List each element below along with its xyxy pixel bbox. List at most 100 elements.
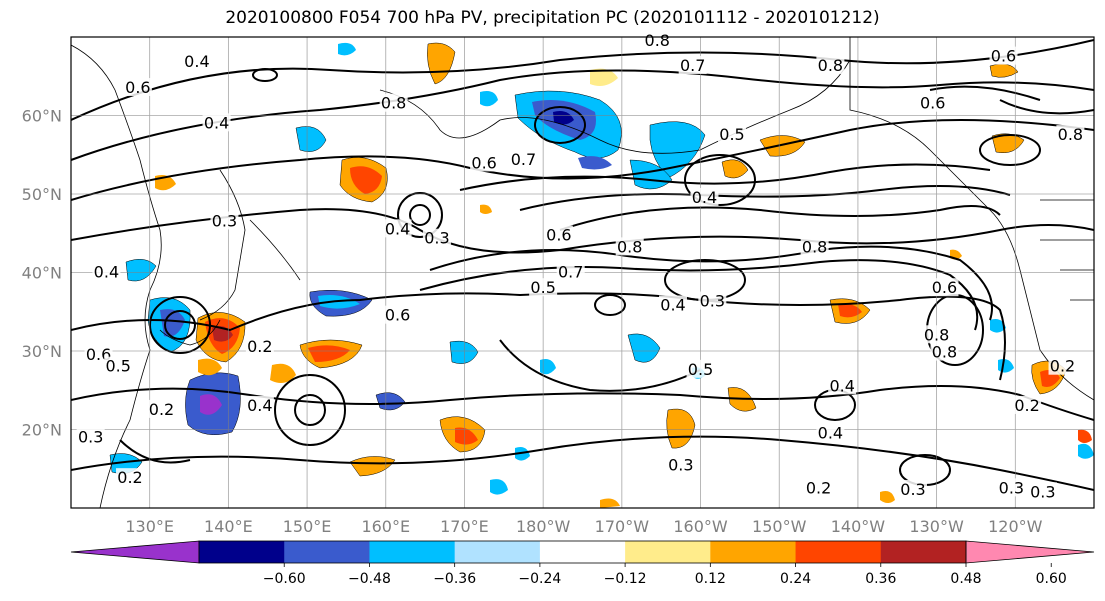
contour-label-bg: [245, 395, 274, 414]
lon-tick-label: 130°E: [125, 517, 174, 536]
contour-label-bg: [422, 228, 451, 247]
contour-label-bg: [182, 52, 211, 71]
contour-label: 0.6: [920, 94, 945, 113]
contour-label: 0.8: [924, 325, 949, 344]
contour-label: 0.8: [1058, 125, 1083, 144]
colorbar-swatch: [454, 541, 541, 563]
contour-label: 0.3: [212, 211, 237, 230]
map-title: 2020100800 F054 700 hPa PV, precipitatio…: [225, 8, 880, 28]
contour-label: 0.8: [818, 56, 843, 75]
contour-label: 0.5: [530, 278, 555, 297]
contour-label: 0.7: [680, 56, 705, 75]
colorbar-extend-low: [70, 540, 200, 564]
contour-label-bg: [202, 113, 231, 132]
contour-label: 0.6: [932, 278, 957, 297]
contour-label: 0.2: [1050, 357, 1075, 376]
contour-label-bg: [529, 278, 558, 297]
contour-label-bg: [678, 56, 707, 75]
colorbar-tick-label: −0.12: [604, 571, 647, 587]
contour-label-bg: [470, 153, 499, 172]
colorbar-tick-label: 0.36: [865, 571, 896, 587]
contour-label: 0.4: [660, 295, 685, 314]
contour-label: 0.5: [688, 360, 713, 379]
contour-label-bg: [918, 93, 947, 112]
lat-tick-label: 60°N: [22, 107, 62, 126]
contour-label-bg: [899, 479, 928, 498]
contour-label-bg: [718, 125, 747, 144]
contour-label-bg: [379, 93, 408, 112]
contour-label-bg: [76, 427, 105, 446]
lat-tick-label: 30°N: [22, 342, 62, 361]
contour-label-bg: [690, 187, 719, 206]
contour-label-bg: [383, 219, 412, 238]
contour-label-bg: [116, 468, 145, 487]
contour-label-bg: [666, 455, 695, 474]
contour-label: 0.2: [806, 478, 831, 497]
contour-label: 0.6: [546, 226, 571, 245]
colorbar-tick-label: −0.24: [518, 571, 561, 587]
contour-label-bg: [816, 56, 845, 75]
contour-label: 0.6: [385, 306, 410, 325]
contour-label: 0.3: [700, 292, 725, 311]
longitude-tick-labels: 130°E 140°E 150°E 160°E 170°E 180°W 170°W 160°W…: [125, 517, 1042, 536]
contour-label-bg: [245, 337, 274, 356]
contour-label-bg: [147, 399, 176, 418]
contour-label: 0.7: [558, 263, 583, 282]
contour-label-bg: [615, 237, 644, 256]
contour-label-bg: [1048, 356, 1077, 375]
contour-label: 0.8: [802, 237, 827, 256]
contour-label: 0.2: [149, 400, 174, 419]
contour-labels: 0.80.4 0.7 0.8 0.60.60.8 0.60.40.5 0.80.6 0.70…: [76, 30, 1085, 501]
contour-label-bg: [92, 262, 121, 281]
lat-tick-label: 40°N: [22, 264, 62, 283]
contour-label: 0.4: [204, 113, 229, 132]
contour-label: 0.3: [999, 478, 1024, 497]
contour-label: 0.8: [381, 94, 406, 113]
colorbar-swatch: [539, 541, 626, 563]
contour-label: 0.4: [818, 423, 843, 442]
lat-tick-label: 20°N: [22, 421, 62, 440]
contour-label: 0.7: [511, 150, 536, 169]
lon-tick-label: 160°W: [673, 517, 728, 536]
colorbar: −0.60 −0.48 −0.36 −0.24 −0.12 0.12 0.24 0.36 0.4…: [70, 540, 1095, 587]
lon-tick-label: 120°W: [988, 517, 1043, 536]
lon-tick-label: 130°W: [909, 517, 964, 536]
contour-label-bg: [1013, 395, 1042, 414]
contour-label: 0.5: [105, 357, 130, 376]
lat-tick-label: 50°N: [22, 185, 62, 204]
lon-tick-label: 160°E: [361, 517, 410, 536]
contour-label: 0.4: [247, 396, 272, 415]
contour-label-bg: [930, 278, 959, 297]
contour-label: 0.8: [617, 237, 642, 256]
latitude-tick-labels: 60°N 50°N 40°N 30°N 20°N: [22, 107, 62, 440]
colorbar-swatch: [284, 541, 370, 563]
precip-anomaly-shading: [109, 42, 1094, 508]
colorbar-extend-high: [965, 540, 1095, 564]
colorbar-swatch: [795, 541, 882, 563]
contour-label-bg: [1028, 482, 1057, 501]
contour-label: 0.3: [78, 427, 103, 446]
contour-label-bg: [922, 325, 951, 344]
contour-label-bg: [104, 356, 133, 375]
colorbar-frame: [198, 540, 967, 564]
contour-label: 0.3: [668, 456, 693, 475]
lon-tick-label: 180°W: [516, 517, 571, 536]
contour-label: 0.5: [719, 125, 744, 144]
contour-label-bg: [804, 478, 833, 497]
colorbar-tick-label: 0.48: [950, 571, 981, 587]
lon-tick-label: 150°W: [752, 517, 807, 536]
colorbar-swatch: [199, 541, 285, 563]
contour-label-bg: [816, 423, 845, 442]
colorbar-swatch: [625, 541, 711, 563]
contour-label-bg: [686, 359, 715, 378]
colorbar-tick-label: −0.48: [348, 571, 391, 587]
colorbar-tick-label: −0.60: [263, 571, 306, 587]
contour-label: 0.2: [1014, 396, 1039, 415]
contour-label-bg: [544, 225, 573, 244]
contour-label-bg: [643, 30, 672, 49]
contour-label: 0.3: [424, 229, 449, 248]
lon-tick-label: 150°E: [283, 517, 332, 536]
contour-label-bg: [658, 295, 687, 314]
contour-label-bg: [997, 478, 1026, 497]
